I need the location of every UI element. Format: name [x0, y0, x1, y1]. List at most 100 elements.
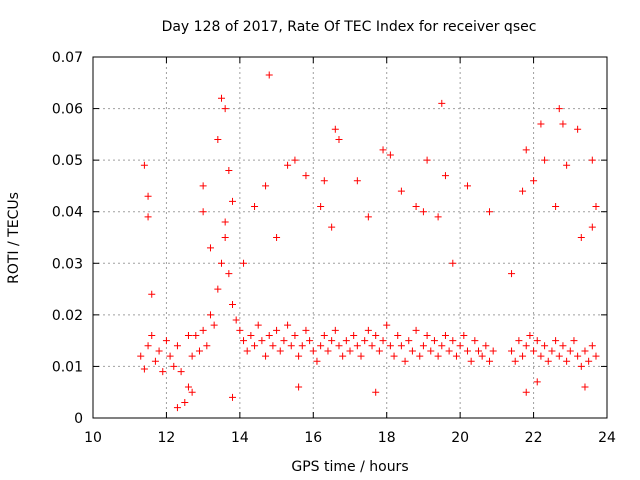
data-point — [188, 352, 196, 360]
data-point — [291, 331, 299, 339]
data-point — [585, 357, 593, 365]
data-point — [544, 357, 552, 365]
data-point — [438, 342, 446, 350]
y-tick-label: 0.07 — [52, 50, 83, 66]
data-point — [313, 357, 321, 365]
data-point — [221, 105, 229, 113]
data-point — [379, 146, 387, 154]
data-point — [276, 347, 284, 355]
data-point — [232, 316, 240, 324]
data-point — [181, 399, 189, 407]
data-point — [148, 290, 156, 298]
data-point — [140, 161, 148, 169]
x-tick-label: 20 — [451, 430, 469, 446]
data-point — [515, 337, 523, 345]
data-point — [537, 352, 545, 360]
data-point — [265, 71, 273, 79]
data-point — [379, 337, 387, 345]
data-point — [254, 321, 262, 329]
x-tick-label: 14 — [231, 430, 249, 446]
data-point — [577, 234, 585, 241]
data-point — [397, 187, 405, 195]
data-point — [508, 347, 516, 355]
data-point — [434, 213, 442, 221]
axis-ticks: 10 12 14 16 18 20 22 24 0 0.01 0.02 0.03 0.04 0.05 0.0… — [52, 50, 616, 446]
y-axis-label: ROTI / TECUs — [6, 192, 22, 284]
data-point — [463, 182, 471, 190]
data-point — [287, 342, 295, 350]
grid — [93, 57, 607, 418]
data-point — [519, 187, 527, 195]
data-point — [375, 347, 383, 355]
data-point — [423, 331, 431, 339]
data-point — [570, 337, 578, 345]
data-point — [335, 342, 343, 350]
data-point — [229, 393, 237, 401]
data-point — [397, 342, 405, 350]
data-point — [269, 342, 277, 350]
data-point — [563, 161, 571, 169]
data-point — [214, 285, 222, 293]
data-point — [463, 347, 471, 355]
y-tick-label: 0.06 — [52, 102, 83, 118]
data-point — [434, 352, 442, 360]
data-point — [412, 326, 420, 334]
y-tick-label: 0.02 — [52, 308, 83, 324]
data-point — [441, 172, 449, 180]
data-point — [328, 337, 336, 345]
data-point — [368, 342, 376, 350]
data-point — [317, 342, 325, 350]
data-point — [552, 203, 560, 211]
data-point — [475, 347, 482, 355]
data-point — [555, 352, 563, 360]
data-point — [445, 347, 453, 355]
data-point — [262, 182, 270, 190]
data-point — [511, 357, 519, 365]
plot-frame — [92, 56, 608, 419]
data-point — [284, 161, 292, 169]
data-point — [229, 197, 237, 205]
data-point — [416, 352, 424, 360]
x-tick-label: 16 — [304, 430, 322, 446]
data-point — [335, 136, 343, 144]
data-point — [221, 218, 229, 226]
data-point — [302, 326, 310, 334]
data-point — [199, 326, 207, 334]
data-point — [555, 105, 563, 113]
data-point — [210, 321, 218, 329]
x-tick-label: 22 — [525, 430, 543, 446]
data-point — [331, 326, 339, 334]
data-point — [559, 120, 567, 128]
data-point — [346, 347, 354, 355]
data-point — [206, 311, 214, 319]
data-point — [199, 208, 207, 216]
data-point — [328, 223, 336, 231]
data-point — [574, 352, 582, 360]
data-point — [353, 342, 361, 350]
data-point — [408, 347, 416, 355]
data-point — [251, 342, 259, 350]
data-point — [206, 244, 214, 252]
data-point — [251, 203, 259, 211]
x-tick-label: 10 — [84, 430, 102, 446]
data-point — [162, 337, 170, 345]
data-point — [548, 347, 556, 355]
data-point — [486, 357, 494, 365]
data-point — [137, 352, 145, 360]
data-point — [383, 321, 391, 329]
data-point — [471, 337, 479, 345]
data-point — [522, 388, 530, 396]
data-point — [309, 347, 317, 355]
data-point — [339, 352, 347, 360]
data-point — [489, 347, 497, 355]
data-point — [592, 203, 600, 211]
data-point — [559, 342, 567, 350]
data-point — [460, 331, 468, 339]
data-point — [526, 331, 534, 339]
data-point — [423, 156, 431, 164]
data-point — [199, 182, 207, 190]
data-point — [144, 213, 152, 221]
data-point — [148, 331, 156, 339]
data-point — [482, 342, 490, 350]
